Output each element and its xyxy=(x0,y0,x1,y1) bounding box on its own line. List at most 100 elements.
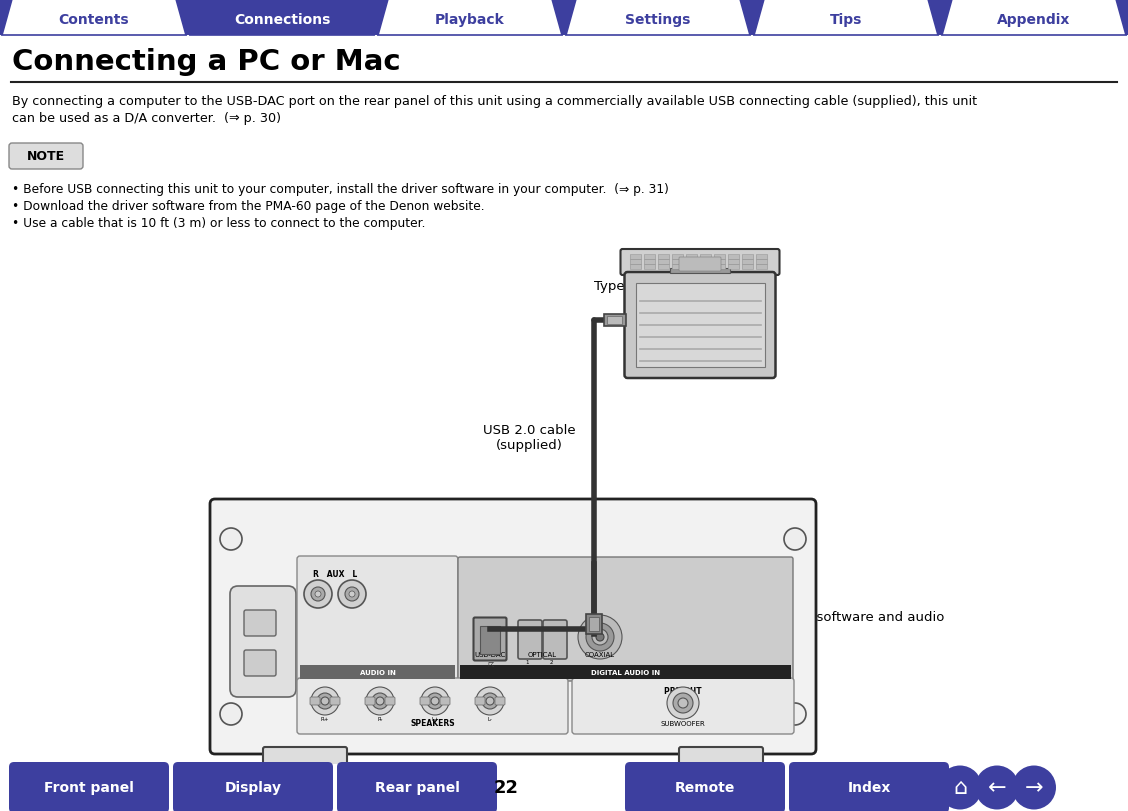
FancyBboxPatch shape xyxy=(475,697,485,705)
Circle shape xyxy=(482,693,497,709)
Text: AUDIO IN: AUDIO IN xyxy=(360,669,396,676)
Circle shape xyxy=(667,687,699,719)
Text: Type B: Type B xyxy=(535,618,579,631)
Polygon shape xyxy=(190,0,374,36)
Circle shape xyxy=(673,693,693,713)
FancyBboxPatch shape xyxy=(495,697,505,705)
FancyBboxPatch shape xyxy=(474,618,506,661)
Text: NOTE: NOTE xyxy=(27,150,65,163)
Text: ⌂: ⌂ xyxy=(953,778,967,797)
FancyBboxPatch shape xyxy=(714,260,725,265)
FancyBboxPatch shape xyxy=(644,260,655,265)
FancyBboxPatch shape xyxy=(385,697,395,705)
FancyBboxPatch shape xyxy=(631,255,642,260)
Text: By connecting a computer to the USB-DAC port on the rear panel of this unit usin: By connecting a computer to the USB-DAC … xyxy=(12,95,977,108)
FancyBboxPatch shape xyxy=(310,697,320,705)
FancyBboxPatch shape xyxy=(700,255,712,260)
Text: L+: L+ xyxy=(431,717,439,722)
FancyBboxPatch shape xyxy=(625,272,776,379)
FancyBboxPatch shape xyxy=(625,762,785,811)
FancyBboxPatch shape xyxy=(297,556,458,682)
Circle shape xyxy=(345,587,359,601)
FancyBboxPatch shape xyxy=(729,260,740,265)
FancyBboxPatch shape xyxy=(173,762,333,811)
FancyBboxPatch shape xyxy=(700,265,712,270)
Circle shape xyxy=(938,766,982,809)
Circle shape xyxy=(317,693,333,709)
FancyBboxPatch shape xyxy=(756,260,768,265)
Text: Settings: Settings xyxy=(625,13,690,27)
Circle shape xyxy=(311,587,325,601)
Bar xyxy=(0,764,1128,811)
FancyBboxPatch shape xyxy=(644,265,655,270)
Text: COAXIAL: COAXIAL xyxy=(585,651,615,657)
Text: can be used as a D/A converter.  (⇒ p. 30): can be used as a D/A converter. (⇒ p. 30… xyxy=(12,112,281,125)
Polygon shape xyxy=(754,0,938,36)
Circle shape xyxy=(975,766,1019,809)
Circle shape xyxy=(349,591,355,597)
Text: Index: Index xyxy=(847,780,891,795)
Text: Connections: Connections xyxy=(233,13,331,27)
Circle shape xyxy=(376,697,384,705)
Circle shape xyxy=(678,698,688,708)
Text: Remote: Remote xyxy=(675,780,735,795)
Text: Connecting a PC or Mac: Connecting a PC or Mac xyxy=(12,48,400,76)
Text: PRE OUT: PRE OUT xyxy=(664,687,702,696)
Circle shape xyxy=(220,703,243,725)
FancyBboxPatch shape xyxy=(244,650,276,676)
FancyBboxPatch shape xyxy=(672,265,684,270)
FancyBboxPatch shape xyxy=(244,610,276,636)
FancyBboxPatch shape xyxy=(644,255,655,260)
Circle shape xyxy=(305,581,332,608)
Text: R   AUX   L: R AUX L xyxy=(312,569,358,578)
Text: SUBWOOFER: SUBWOOFER xyxy=(661,720,705,726)
Text: 22: 22 xyxy=(494,779,519,796)
Circle shape xyxy=(784,703,807,725)
FancyBboxPatch shape xyxy=(686,265,698,270)
Circle shape xyxy=(587,623,614,651)
FancyBboxPatch shape xyxy=(659,265,670,270)
Bar xyxy=(300,665,455,679)
FancyBboxPatch shape xyxy=(297,678,569,734)
Circle shape xyxy=(338,581,365,608)
FancyBboxPatch shape xyxy=(518,620,541,659)
FancyBboxPatch shape xyxy=(585,614,601,634)
FancyBboxPatch shape xyxy=(230,586,296,697)
FancyBboxPatch shape xyxy=(572,678,794,734)
FancyBboxPatch shape xyxy=(631,265,642,270)
Text: • Download the driver software from the PMA-60 page of the Denon website.: • Download the driver software from the … xyxy=(12,200,485,212)
FancyBboxPatch shape xyxy=(714,265,725,270)
Bar xyxy=(670,268,730,273)
FancyBboxPatch shape xyxy=(756,265,768,270)
FancyBboxPatch shape xyxy=(9,762,169,811)
FancyBboxPatch shape xyxy=(607,316,622,324)
Text: DIGITAL AUDIO IN: DIGITAL AUDIO IN xyxy=(591,669,660,676)
FancyBboxPatch shape xyxy=(742,260,754,265)
FancyBboxPatch shape xyxy=(686,260,698,265)
FancyBboxPatch shape xyxy=(742,255,754,260)
Text: Tips: Tips xyxy=(830,13,862,27)
Circle shape xyxy=(321,697,329,705)
FancyBboxPatch shape xyxy=(635,284,765,367)
Circle shape xyxy=(578,616,622,659)
Circle shape xyxy=(431,697,439,705)
Text: 1: 1 xyxy=(525,659,529,664)
Circle shape xyxy=(592,629,608,646)
Circle shape xyxy=(365,687,394,715)
Polygon shape xyxy=(566,0,750,36)
FancyBboxPatch shape xyxy=(729,265,740,270)
Text: • Use a cable that is 10 ft (3 m) or less to connect to the computer.: • Use a cable that is 10 ft (3 m) or les… xyxy=(12,217,425,230)
FancyBboxPatch shape xyxy=(672,260,684,265)
Text: ☈: ☈ xyxy=(487,661,493,667)
FancyBboxPatch shape xyxy=(659,255,670,260)
Text: Type A: Type A xyxy=(593,280,637,293)
FancyBboxPatch shape xyxy=(679,747,763,771)
FancyBboxPatch shape xyxy=(686,255,698,260)
FancyBboxPatch shape xyxy=(458,557,793,681)
FancyBboxPatch shape xyxy=(788,762,949,811)
FancyBboxPatch shape xyxy=(679,258,721,272)
FancyBboxPatch shape xyxy=(756,255,768,260)
FancyBboxPatch shape xyxy=(263,747,347,771)
Circle shape xyxy=(596,633,603,642)
Text: L-: L- xyxy=(487,717,493,722)
